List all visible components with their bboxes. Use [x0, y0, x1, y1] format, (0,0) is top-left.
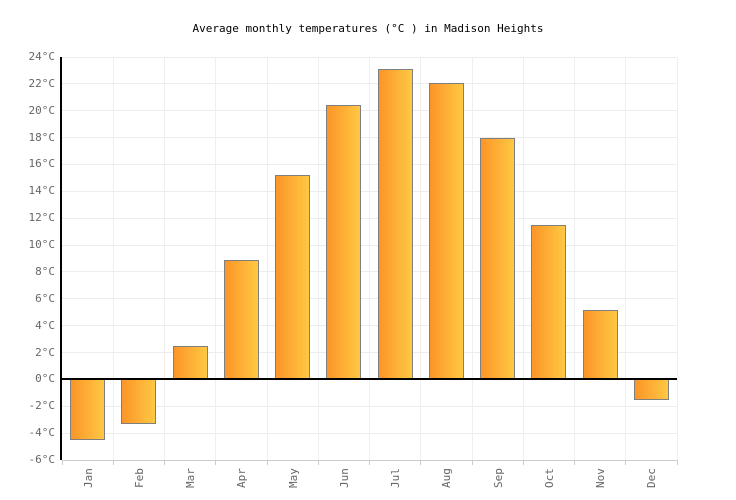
y-tick-label: -2°C: [28, 399, 56, 413]
temp-bar-oct: [531, 224, 567, 380]
x-axis-tick: [317, 460, 319, 465]
y-tick-label: 4°C: [35, 318, 55, 332]
grid-line-v: [317, 57, 319, 460]
y-tick-label: 20°C: [28, 103, 56, 117]
temp-bar-nov: [582, 309, 618, 380]
x-tick-label-mar: Mar: [183, 468, 197, 488]
y-tick-label: 10°C: [28, 238, 56, 252]
x-axis-tick: [420, 460, 422, 465]
y-tick-label: 8°C: [35, 264, 55, 278]
grid-line-v: [676, 57, 678, 460]
y-tick-label: -4°C: [28, 426, 56, 440]
x-axis-tick: [369, 460, 370, 465]
x-axis-tick: [574, 460, 575, 465]
x-tick-label-oct: Oct: [542, 468, 556, 488]
x-axis-tick: [266, 460, 268, 465]
grid-line-v: [112, 57, 114, 460]
y-tick-label: 6°C: [35, 291, 55, 305]
y-tick-label: 0°C: [35, 372, 55, 386]
temp-bar-jun: [326, 105, 362, 380]
grid-line-v: [164, 57, 165, 460]
temp-bar-jul: [377, 69, 413, 380]
y-tick-label: -6°C: [28, 453, 56, 466]
temp-bar-dec: [633, 379, 669, 400]
x-axis-tick: [676, 460, 678, 465]
x-axis-tick: [112, 460, 114, 465]
grid-line-v: [420, 57, 422, 460]
x-tick-label-nov: Nov: [593, 468, 607, 488]
temp-bar-feb: [121, 379, 157, 424]
x-axis-tick: [522, 460, 524, 465]
y-tick-label: 12°C: [28, 211, 56, 225]
x-tick-label-dec: Dec: [644, 468, 658, 488]
y-tick-label: 22°C: [28, 76, 56, 90]
x-tick-label-aug: Aug: [439, 468, 453, 488]
x-axis-tick: [625, 460, 627, 465]
x-axis-tick: [215, 460, 217, 465]
y-tick-label: 16°C: [28, 157, 56, 171]
temp-bar-aug: [428, 82, 464, 380]
grid-line-v: [215, 57, 217, 460]
grid-line-v: [574, 57, 575, 460]
x-axis-line: [62, 460, 677, 461]
grid-line-v: [369, 57, 370, 460]
chart-title: Average monthly temperatures (°C ) in Ma…: [192, 22, 544, 35]
y-axis-line: [60, 57, 62, 460]
y-tick-label: 2°C: [35, 345, 55, 359]
x-axis-tick: [471, 460, 473, 465]
temp-bar-jan: [70, 379, 106, 440]
x-tick-label-jan: Jan: [81, 468, 95, 488]
x-tick-label-apr: Apr: [234, 468, 248, 488]
zero-baseline: [62, 378, 677, 381]
temp-bar-mar: [172, 345, 208, 380]
temp-bar-may: [275, 175, 311, 380]
y-tick-label: 14°C: [28, 184, 56, 198]
x-tick-label-jun: Jun: [337, 468, 351, 488]
grid-line-v: [625, 57, 627, 460]
temp-bar-sep: [480, 137, 516, 380]
x-axis-tick: [61, 460, 63, 465]
x-tick-label-sep: Sep: [491, 468, 505, 488]
temp-bar-apr: [223, 259, 259, 380]
y-tick-label: 24°C: [28, 50, 56, 63]
x-axis-tick: [164, 460, 165, 465]
grid-line-v: [522, 57, 524, 460]
y-tick-label: 18°C: [28, 130, 56, 144]
x-tick-label-may: May: [286, 468, 300, 488]
plot-area: [60, 56, 678, 465]
grid-line-v: [266, 57, 268, 460]
x-tick-label-jul: Jul: [388, 468, 402, 488]
grid-line-v: [471, 57, 473, 460]
x-tick-label-feb: Feb: [132, 468, 146, 488]
